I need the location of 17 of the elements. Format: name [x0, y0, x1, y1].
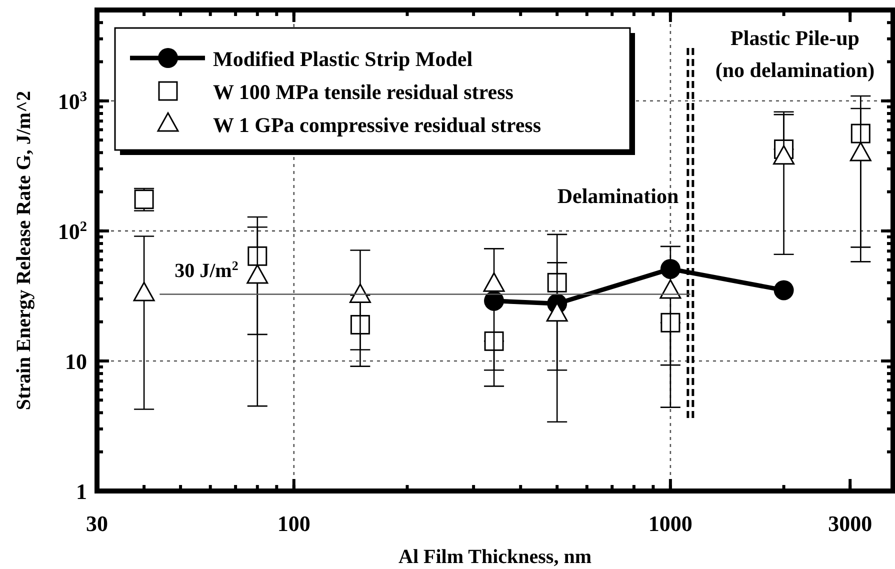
x-tick-label: 3000 [828, 511, 872, 536]
legend-label: W 1 GPa compressive residual stress [213, 113, 542, 137]
y-tick-label: 10$^{2}$ [58, 218, 87, 244]
annotation: Plastic Pile-up [730, 26, 860, 50]
x-tick-label: 30 [86, 511, 108, 536]
annotation: (no delamination) [715, 58, 875, 82]
y-axis-title: Strain Energy Release Rate G, J/m^2 [13, 90, 35, 410]
y-tick-label: 10 [65, 348, 87, 374]
annotation: Delamination [557, 184, 679, 208]
y-tick-label: 10$^{3}$ [58, 88, 87, 114]
annotation: 30 J/m$^{2}$ [174, 258, 238, 282]
legend-label: W 100 MPa tensile residual stress [213, 80, 514, 104]
legend-label: Modified Plastic Strip Model [213, 47, 473, 71]
y-tick-label: 1 [76, 479, 87, 504]
x-axis-title: Al Film Thickness, nm [398, 546, 592, 568]
x-tick-label: 100 [277, 511, 310, 536]
x-tick-label: 1000 [648, 511, 692, 536]
